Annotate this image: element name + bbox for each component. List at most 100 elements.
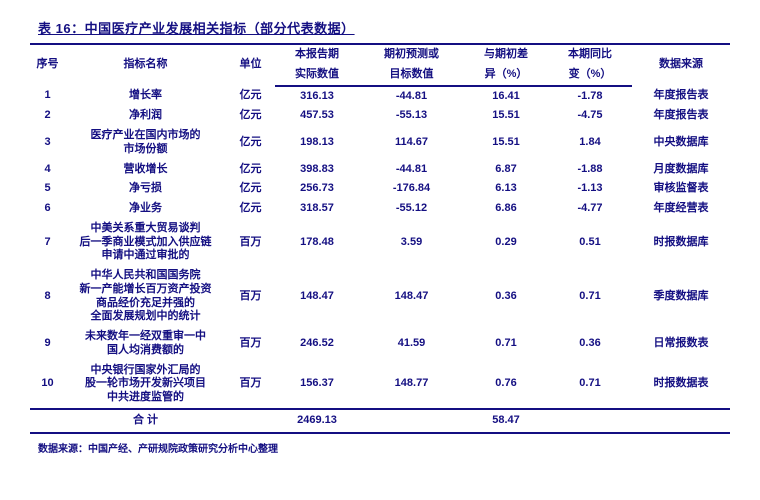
cell-v4: 0.36: [548, 327, 632, 361]
cell-note: 季度数据库: [632, 266, 730, 327]
col-name: 指标名称: [65, 44, 226, 86]
cell-name: 中华人民共和国国务院新一产能增长百万资产投资商品经价充足并强的全面发展规划中的统…: [65, 266, 226, 327]
cell-note: 中央数据库: [632, 126, 730, 160]
cell-v2: -44.81: [359, 160, 464, 180]
cell-idx: 7: [30, 219, 65, 266]
cell-name: 未来数年一经双重审一中国人均消费额的: [65, 327, 226, 361]
footer-sum-v3: 58.47: [464, 409, 548, 433]
table-row: 10中央银行国家外汇局的股一轮市场开发新兴项目中共进度监管的百万156.3714…: [30, 361, 730, 409]
cell-v4: 1.84: [548, 126, 632, 160]
cell-v1: 198.13: [275, 126, 359, 160]
table-title: 表 16：中国医疗产业发展相关指标（部分代表数据）: [38, 18, 730, 37]
col-v2a: 期初预测或: [359, 44, 464, 65]
cell-v2: -55.13: [359, 106, 464, 126]
col-v4a: 本期同比: [548, 44, 632, 65]
cell-unit: 亿元: [226, 179, 275, 199]
cell-v3: 6.86: [464, 199, 548, 219]
cell-v3: 15.51: [464, 126, 548, 160]
table-row: 7中美关系重大贸易谈判后一季商业模式加入供应链申请中通过审批的百万178.483…: [30, 219, 730, 266]
cell-note: 月度数据库: [632, 160, 730, 180]
cell-unit: 百万: [226, 361, 275, 409]
cell-idx: 2: [30, 106, 65, 126]
cell-idx: 1: [30, 86, 65, 107]
cell-name: 净亏损: [65, 179, 226, 199]
cell-v1: 318.57: [275, 199, 359, 219]
cell-v2: 148.77: [359, 361, 464, 409]
cell-v2: -176.84: [359, 179, 464, 199]
cell-name: 中央银行国家外汇局的股一轮市场开发新兴项目中共进度监管的: [65, 361, 226, 409]
footer-sum-v1: 2469.13: [275, 409, 359, 433]
cell-idx: 9: [30, 327, 65, 361]
cell-v4: -4.77: [548, 199, 632, 219]
cell-v3: 0.36: [464, 266, 548, 327]
cell-idx: 10: [30, 361, 65, 409]
cell-note: 审核监督表: [632, 179, 730, 199]
cell-unit: 亿元: [226, 160, 275, 180]
cell-v2: 114.67: [359, 126, 464, 160]
cell-v2: -55.12: [359, 199, 464, 219]
cell-v3: 6.13: [464, 179, 548, 199]
cell-note: 年度报告表: [632, 106, 730, 126]
table-row: 8中华人民共和国国务院新一产能增长百万资产投资商品经价充足并强的全面发展规划中的…: [30, 266, 730, 327]
cell-note: 时报数据表: [632, 361, 730, 409]
cell-idx: 8: [30, 266, 65, 327]
cell-v4: 0.71: [548, 361, 632, 409]
cell-idx: 6: [30, 199, 65, 219]
col-v4b: 变（%）: [548, 65, 632, 86]
cell-name: 中美关系重大贸易谈判后一季商业模式加入供应链申请中通过审批的: [65, 219, 226, 266]
cell-v2: -44.81: [359, 86, 464, 107]
cell-unit: 亿元: [226, 126, 275, 160]
cell-v2: 148.47: [359, 266, 464, 327]
cell-v4: 0.71: [548, 266, 632, 327]
cell-v1: 316.13: [275, 86, 359, 107]
cell-note: 日常报数表: [632, 327, 730, 361]
cell-v4: -1.78: [548, 86, 632, 107]
cell-unit: 亿元: [226, 199, 275, 219]
col-v1b: 实际数值: [275, 65, 359, 86]
cell-idx: 4: [30, 160, 65, 180]
cell-v3: 15.51: [464, 106, 548, 126]
cell-v1: 148.47: [275, 266, 359, 327]
table-row: 6净业务亿元318.57-55.126.86-4.77年度经营表: [30, 199, 730, 219]
cell-v1: 156.37: [275, 361, 359, 409]
cell-v4: 0.51: [548, 219, 632, 266]
col-v1a: 本报告期: [275, 44, 359, 65]
cell-unit: 百万: [226, 327, 275, 361]
footer-label: 合 计: [65, 409, 226, 433]
col-v3b: 异（%）: [464, 65, 548, 86]
source-line: 数据来源：中国产经、产研规院政策研究分析中心整理: [38, 440, 730, 455]
cell-v3: 6.87: [464, 160, 548, 180]
table-row: 1增长率亿元316.13-44.8116.41-1.78年度报告表: [30, 86, 730, 107]
cell-name: 医疗产业在国内市场的市场份额: [65, 126, 226, 160]
cell-v1: 246.52: [275, 327, 359, 361]
cell-v1: 398.83: [275, 160, 359, 180]
cell-v4: -4.75: [548, 106, 632, 126]
cell-unit: 亿元: [226, 106, 275, 126]
cell-v3: 16.41: [464, 86, 548, 107]
cell-unit: 百万: [226, 266, 275, 327]
cell-v1: 256.73: [275, 179, 359, 199]
data-table: 序号 指标名称 单位 本报告期 期初预测或 与期初差 本期同比 数据来源 实际数…: [30, 43, 730, 434]
cell-v1: 457.53: [275, 106, 359, 126]
col-idx: 序号: [30, 44, 65, 86]
cell-v1: 178.48: [275, 219, 359, 266]
cell-v3: 0.71: [464, 327, 548, 361]
cell-idx: 5: [30, 179, 65, 199]
cell-unit: 百万: [226, 219, 275, 266]
col-note: 数据来源: [632, 44, 730, 86]
cell-unit: 亿元: [226, 86, 275, 107]
table-row: 3医疗产业在国内市场的市场份额亿元198.13114.6715.511.84中央…: [30, 126, 730, 160]
cell-v2: 3.59: [359, 219, 464, 266]
cell-v4: -1.13: [548, 179, 632, 199]
cell-v2: 41.59: [359, 327, 464, 361]
col-v2b: 目标数值: [359, 65, 464, 86]
table-row: 9未来数年一经双重审一中国人均消费额的百万246.5241.590.710.36…: [30, 327, 730, 361]
cell-name: 净利润: [65, 106, 226, 126]
cell-note: 年度报告表: [632, 86, 730, 107]
cell-name: 净业务: [65, 199, 226, 219]
cell-note: 时报数据库: [632, 219, 730, 266]
table-row: 4营收增长亿元398.83-44.816.87-1.88月度数据库: [30, 160, 730, 180]
cell-idx: 3: [30, 126, 65, 160]
cell-v3: 0.76: [464, 361, 548, 409]
col-unit: 单位: [226, 44, 275, 86]
